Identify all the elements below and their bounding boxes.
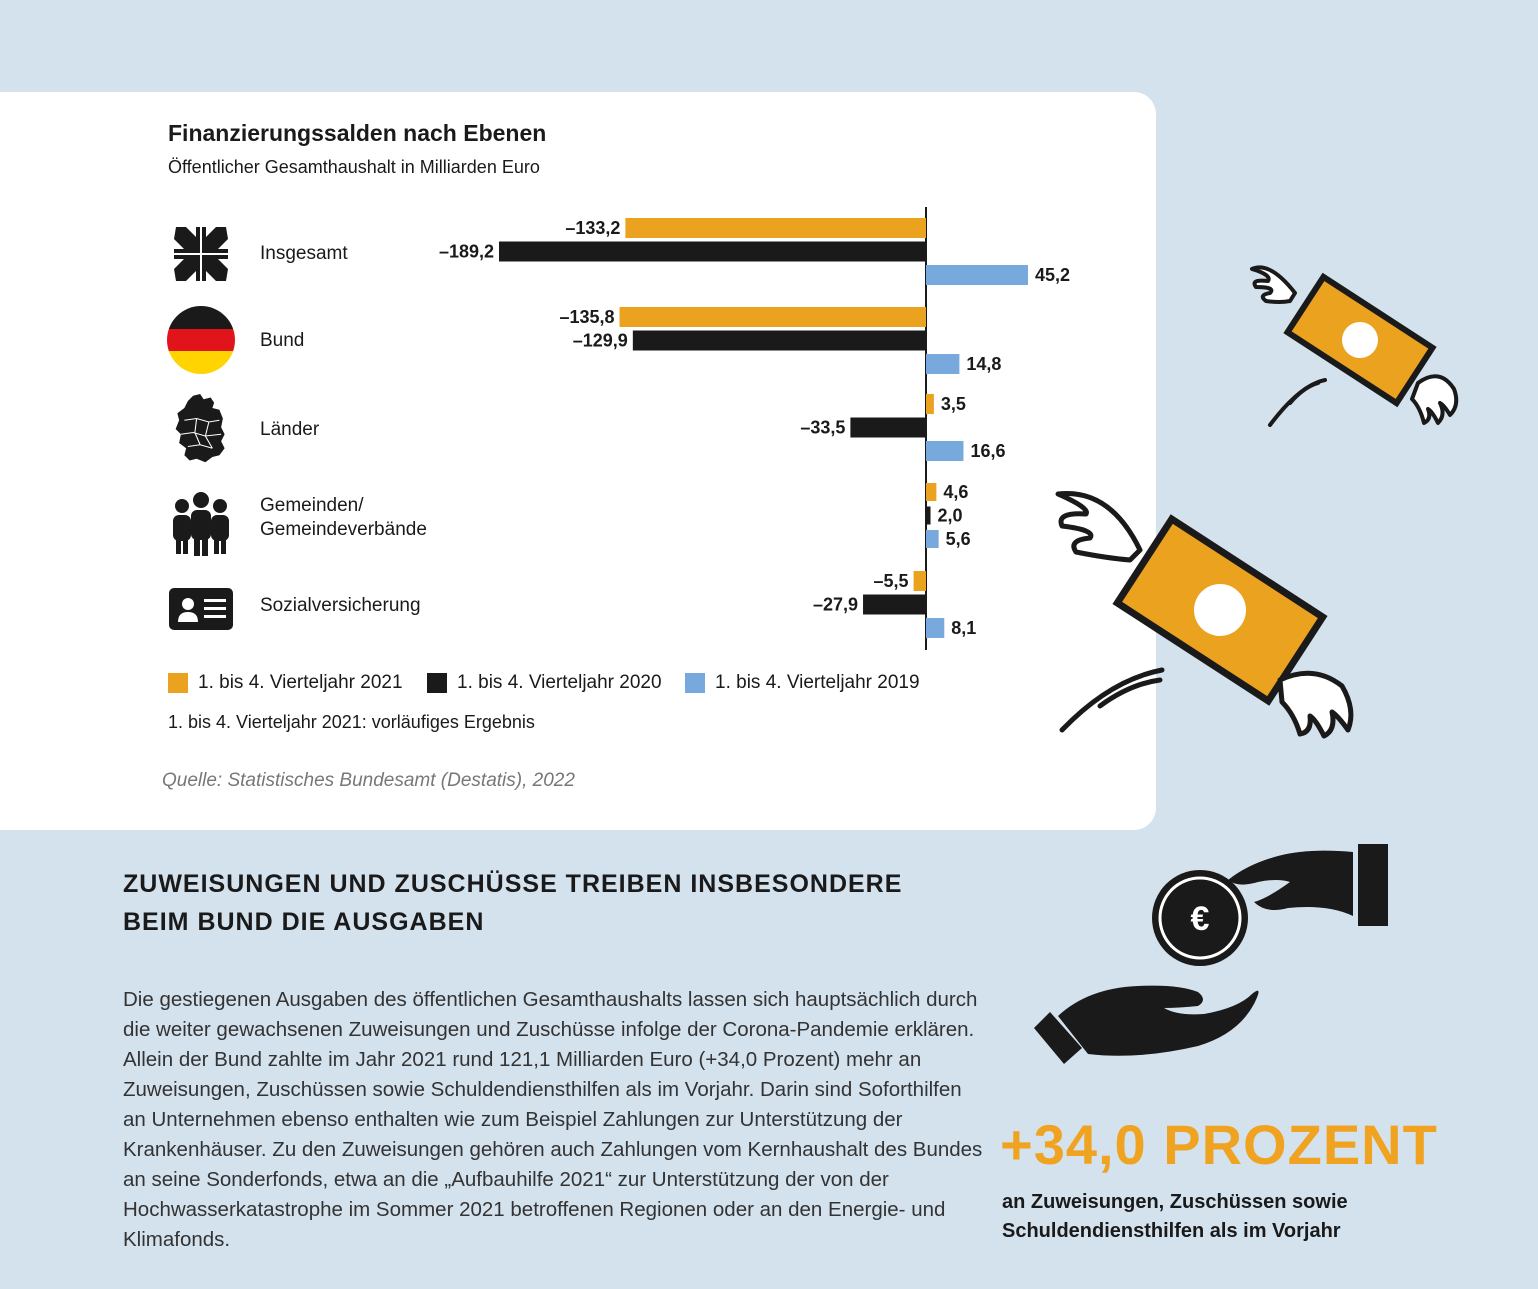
bar-label-3-1: 2,0: [938, 506, 963, 526]
category-label-sozialversicherung: Sozialversicherung: [260, 595, 421, 616]
bar-4-1: [863, 594, 926, 615]
bar-label-0-2: 45,2: [1035, 265, 1070, 285]
legend-swatch-2019: [685, 673, 705, 693]
id-card-icon: [169, 588, 233, 630]
bar-1-0: [619, 307, 926, 327]
bar-label-2-0: 3,5: [941, 394, 966, 414]
bar-label-4-1: –27,9: [813, 595, 858, 615]
chart-note: 1. bis 4. Vierteljahr 2021: vorläufiges …: [168, 712, 535, 732]
people-group-icon: [173, 492, 229, 556]
highlight-value: +34,0 PROZENT: [1000, 1113, 1438, 1176]
section-heading: ZUWEISUNGEN UND ZUSCHÜSSE TREIBEN INSBES…: [123, 870, 903, 936]
legend-item-2019: 1. bis 4. Vierteljahr 2019: [685, 671, 920, 695]
category-label-bund: Bund: [260, 330, 305, 351]
arrows-inward-icon: [174, 227, 228, 281]
hands-coin-icon: €: [1034, 844, 1388, 1064]
chart-title: Finanzierungssalden nach Ebenen: [168, 120, 547, 146]
bar-label-2-2: 16,6: [970, 441, 1005, 461]
bar-label-1-0: –135,8: [559, 307, 614, 327]
bar-label-2-1: –33,5: [800, 418, 845, 438]
bar-label-4-2: 8,1: [951, 618, 976, 638]
bar-label-3-2: 5,6: [946, 529, 971, 549]
bar-4-2: [926, 618, 945, 638]
legend-label-2021: 1. bis 4. Vierteljahr 2021: [198, 672, 403, 693]
legend-swatch-2021: [168, 673, 188, 693]
bar-3-1: [926, 506, 931, 525]
bar-label-1-2: 14,8: [966, 354, 1001, 374]
legend-item-2020: 1. bis 4. Vierteljahr 2020: [427, 671, 662, 695]
german-flag-icon: [167, 306, 235, 374]
bar-label-3-0: 4,6: [943, 482, 968, 502]
chart-subtitle: Öffentlicher Gesamthaushalt in Milliarde…: [168, 157, 540, 177]
bar-2-1: [850, 417, 926, 438]
bar-label-4-0: –5,5: [874, 571, 909, 591]
legend-item-2021: 1. bis 4. Vierteljahr 2021: [168, 671, 403, 695]
bar-1-2: [926, 354, 960, 374]
bar-0-1: [499, 241, 926, 262]
highlight-caption: an Zuweisungen, Zuschüssen sowie Schulde…: [1002, 1191, 1348, 1242]
bar-4-0: [913, 571, 926, 591]
legend-swatch-2020: [427, 673, 447, 693]
bar-3-0: [926, 483, 937, 501]
bar-1-1: [632, 330, 926, 351]
coin-symbol: €: [1191, 900, 1210, 938]
flying-money-small-icon: [1250, 265, 1459, 427]
germany-map-icon: [175, 394, 225, 463]
chart-source: Quelle: Statistisches Bundesamt (Destati…: [162, 770, 575, 791]
bar-3-2: [926, 530, 939, 548]
category-label-insgesamt: Insgesamt: [260, 243, 348, 264]
body-text: Die gestiegenen Ausgaben des öffentliche…: [123, 988, 983, 1251]
legend-label-2020: 1. bis 4. Vierteljahr 2020: [457, 672, 662, 693]
category-label-laender: Länder: [260, 419, 320, 440]
bar-label-0-1: –189,2: [439, 242, 494, 262]
bar-0-2: [926, 265, 1029, 285]
bar-2-0: [926, 394, 934, 414]
bar-chart: –133,2 –189,2 45,2 –135,8 –129,9 14,83,5 –33,5…: [439, 207, 1070, 650]
category-label-gemeinden: Gemeinden/ Gemeindeverbände: [260, 495, 427, 540]
flying-money-large-icon: [1055, 490, 1354, 739]
bar-label-1-1: –129,9: [573, 331, 628, 351]
legend-label-2019: 1. bis 4. Vierteljahr 2019: [715, 672, 920, 693]
bar-label-0-0: –133,2: [565, 218, 620, 238]
bar-0-0: [625, 218, 926, 238]
bar-2-2: [926, 441, 964, 461]
